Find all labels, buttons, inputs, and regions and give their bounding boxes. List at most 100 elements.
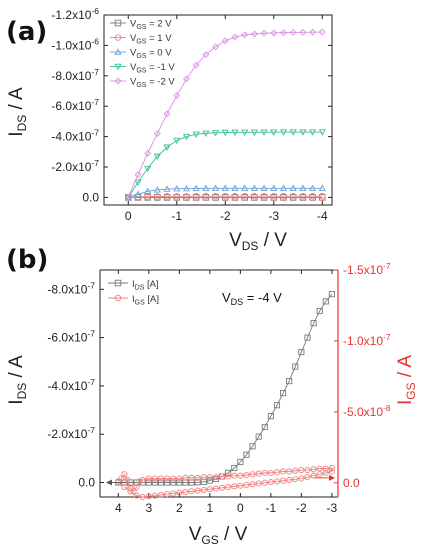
panel-a-y-tick-label: -2.0x10-7: [51, 158, 99, 174]
panel-a-data-point: [318, 129, 326, 136]
panel-a-data-point: [260, 192, 268, 200]
panel-a-data-point: [318, 28, 326, 36]
panel-a-data-point: [309, 129, 317, 136]
panel-b-x-tick-label: 2: [176, 501, 183, 515]
panel-b-data-point: [212, 475, 219, 482]
panel-b-x-label: VGS / V: [189, 524, 248, 547]
panel-b-data-point: [255, 470, 262, 477]
panel-b-data-point: [145, 479, 152, 486]
panel-b-data-point: [139, 493, 146, 501]
panel-a-data-point: [270, 129, 278, 136]
panel-a-y-tick-label: -6.0x10-7: [51, 97, 99, 113]
panel-b-data-point: [182, 488, 189, 496]
panel-b-data-point: [206, 486, 213, 493]
panel-b-x-tick-label: 1: [207, 501, 214, 515]
panel-a-y-label: IDS / A: [6, 87, 29, 137]
panel-b-data-point: [286, 476, 293, 484]
panel-b-data-point: [231, 472, 238, 479]
panel-b-data-point: [273, 469, 281, 476]
panel-a-data-point: [260, 129, 268, 136]
panel-b-data-point: [273, 402, 281, 409]
panel-a-x-tick-label: -2: [220, 209, 231, 223]
panel-b-data-point: [249, 481, 256, 488]
panel-b-data-point: [176, 479, 183, 486]
panel-b-y-left-tick-label: -6.0x10-7: [47, 329, 95, 345]
panel-b-data-point: [170, 475, 177, 482]
panel-b-data-point: [124, 476, 131, 484]
panel-b-data-point: [298, 466, 305, 474]
panel-a-legend-marker: [114, 48, 122, 55]
panel-b-data-point: [267, 469, 274, 476]
panel-a-data-point: [183, 75, 190, 83]
panel-b-data-point: [194, 487, 201, 494]
panel-a-data-point: [134, 171, 142, 179]
panel-a-data-point: [299, 28, 307, 36]
panel-b-data-point: [151, 479, 158, 486]
panel-b-x-tick-label: -2: [296, 501, 307, 515]
panel-a-data-point: [124, 193, 132, 201]
panel-b-data-point: [206, 477, 213, 484]
panel-b-data-point: [182, 479, 189, 486]
panel-a-data-point: [241, 129, 249, 137]
panel-b-data-point: [261, 423, 268, 431]
panel-a-data-point: [192, 184, 200, 192]
panel-b-data-point: [298, 349, 305, 356]
panel-b-y-left-tick-label: -4.0x10-7: [47, 377, 95, 393]
panel-b-y-right-tick-label: -5.0x10-8: [343, 403, 391, 419]
panel-b-data-point: [237, 472, 244, 479]
panel-b-data-point: [267, 413, 274, 420]
panel-a-frame: [103, 14, 333, 206]
panel-b-label: (b): [6, 245, 48, 275]
panel-b-data-point: [261, 479, 268, 486]
panel-a-data-point: [289, 29, 297, 36]
panel-b-data-point: [219, 473, 226, 480]
panel-b-data-point: [280, 468, 287, 475]
panel-a-data-point: [231, 184, 239, 191]
panel-b-data-point: [286, 378, 293, 385]
panel-b-x-tick-label: -3: [327, 501, 338, 515]
panel-b-data-point: [298, 475, 305, 482]
panel-a: (a) 0 -1 -2 -3 -4 0.0 -2.0x10-7 -4.0x10-7 -6.0x1…: [6, 6, 333, 253]
panel-b-annotation: VDS = -4 V: [222, 290, 282, 307]
panel-a-y-tick-label: -8.0x10-7: [51, 67, 99, 83]
panel-a-legend-label: VGS = 2 V: [130, 19, 172, 32]
panel-b-data-point: [310, 320, 317, 327]
panel-a-legend-marker: [114, 19, 122, 27]
panel-a-data-point: [299, 192, 307, 200]
panel-b-data-point: [328, 468, 335, 475]
panel-a-data-point: [231, 33, 239, 41]
panel-a-data-point: [221, 37, 229, 45]
panel-b-data-point: [157, 479, 165, 486]
panel-a-plot: 0 -1 -2 -3 -4 0.0 -2.0x10-7 -4.0x10-7 -6.0x10-7 -…: [51, 6, 333, 223]
panel-a-data-point: [173, 193, 181, 200]
panel-b-data-point: [304, 474, 311, 481]
panel-a-data-point: [144, 149, 152, 157]
panel-a-data-point: [192, 61, 200, 69]
panel-b-data-point: [130, 488, 137, 495]
panel-b-data-point: [200, 486, 207, 493]
panel-b-data-point: [139, 476, 146, 484]
panel-b-data-point: [328, 464, 335, 471]
panel-a-label: (a): [6, 17, 47, 47]
panel-b-data-point: [316, 308, 323, 315]
panel-a-data-point: [144, 165, 152, 173]
panel-a-data-point: [221, 184, 229, 191]
panel-a-legend-marker: [114, 63, 122, 71]
panel-a-data-point: [163, 185, 171, 192]
panel-b-data-point: [243, 481, 250, 488]
panel-b-data-point: [145, 475, 152, 482]
panel-b-data-point: [170, 490, 177, 497]
panel-b-data-point: [164, 475, 171, 482]
panel-a-data-point: [289, 184, 297, 191]
panel-b-data-point: [310, 472, 317, 479]
panel-a-data-point: [280, 29, 287, 37]
panel-b-data-point: [157, 475, 165, 482]
panel-b-data-point: [310, 466, 317, 473]
panel-b-x-tick-label: -1: [266, 501, 277, 515]
panel-b-data-point: [136, 478, 143, 485]
panel-a-data-point: [279, 184, 288, 191]
panel-a-series-line: [127, 131, 323, 198]
panel-a-data-point: [309, 184, 317, 191]
panel-b-data-point: [188, 474, 195, 481]
panel-b-y-right-tick-label: 0.0: [343, 476, 360, 490]
